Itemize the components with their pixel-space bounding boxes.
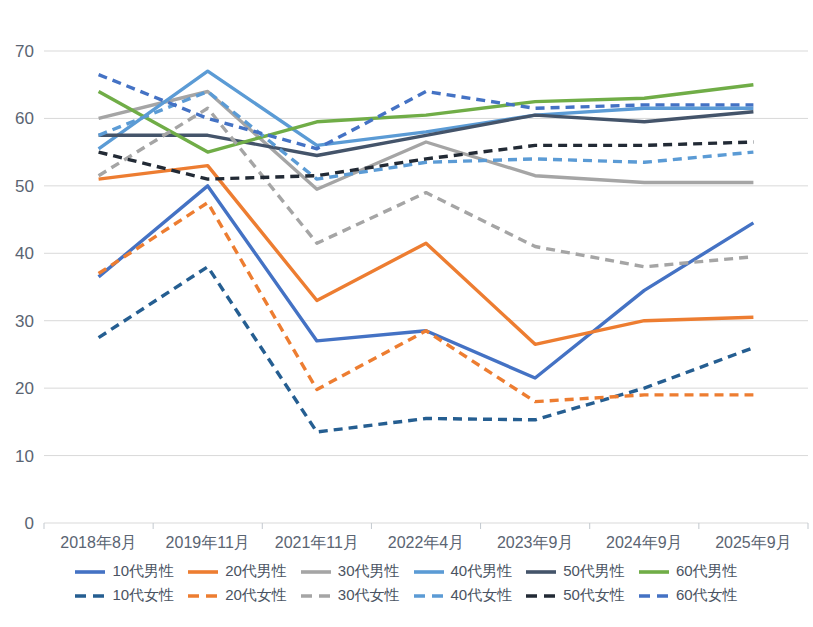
y-axis-tick-label: 50 [15,177,34,196]
x-axis-category-label: 2018年8月 [60,534,137,551]
legend-item-50代女性: 50代女性 [526,586,625,605]
series-line-40代男性 [99,71,754,149]
legend-item-20代女性: 20代女性 [188,586,287,605]
legend-item-10代女性: 10代女性 [75,586,174,605]
legend-swatch-dashed-line-icon [414,593,444,599]
series-line-10代男性 [99,186,754,378]
chart-legend: 10代男性 20代男性 30代男性 40代男性 50代男性 60代男性 10代女性 20代女… [0,562,813,605]
y-axis-tick-label: 30 [15,312,34,331]
legend-label: 60代男性 [676,562,738,581]
legend-label: 60代女性 [676,586,738,605]
y-axis-tick-label: 20 [15,379,34,398]
x-axis-category-label: 2019年11月 [166,534,250,551]
series-line-30代男性 [99,92,754,190]
legend-item-30代女性: 30代女性 [301,586,400,605]
legend-item-60代女性: 60代女性 [639,586,738,605]
legend-label: 30代男性 [338,562,400,581]
y-axis-tick-label: 0 [25,514,34,533]
legend-swatch-dashed-line-icon [526,593,556,599]
y-axis-tick-label: 40 [15,244,34,263]
legend-swatch-solid-line-icon [526,569,556,575]
legend-item-20代男性: 20代男性 [188,562,287,581]
legend-swatch-dashed-line-icon [75,593,105,599]
legend-swatch-solid-line-icon [75,569,105,575]
legend-label: 20代女性 [225,586,287,605]
legend-item-40代女性: 40代女性 [414,586,513,605]
legend-item-60代男性: 60代男性 [639,562,738,581]
series-line-10代女性 [99,267,754,432]
legend-row-women: 10代女性 20代女性 30代女性 40代女性 50代女性 60代女性 [0,586,813,605]
legend-item-40代男性: 40代男性 [414,562,513,581]
legend-label: 50代女性 [563,586,625,605]
series-line-20代女性 [99,203,754,402]
chart-container: 0 10 20 30 40 50 60 70 2018年8月 2019年11月 2021年11月 20… [0,0,813,627]
legend-item-50代男性: 50代男性 [526,562,625,581]
y-axis-tick-label: 60 [15,109,34,128]
legend-label: 30代女性 [338,586,400,605]
legend-row-men: 10代男性 20代男性 30代男性 40代男性 50代男性 60代男性 [0,562,813,581]
legend-swatch-solid-line-icon [301,569,331,575]
legend-label: 20代男性 [225,562,287,581]
legend-label: 10代男性 [112,562,174,581]
legend-item-30代男性: 30代男性 [301,562,400,581]
legend-label: 10代女性 [112,586,174,605]
legend-swatch-dashed-line-icon [639,593,669,599]
legend-swatch-dashed-line-icon [301,593,331,599]
legend-swatch-dashed-line-icon [188,593,218,599]
legend-label: 50代男性 [563,562,625,581]
legend-swatch-solid-line-icon [414,569,444,575]
legend-swatch-solid-line-icon [639,569,669,575]
y-axis-tick-label: 10 [15,447,34,466]
legend-item-10代男性: 10代男性 [75,562,174,581]
x-axis-category-label: 2023年9月 [497,534,574,551]
x-axis-category-label: 2022年4月 [388,534,465,551]
y-axis-tick-label: 70 [15,42,34,61]
legend-label: 40代女性 [451,586,513,605]
x-axis-category-label: 2021年11月 [275,534,359,551]
x-axis-category-label: 2025年9月 [715,534,792,551]
line-chart: 0 10 20 30 40 50 60 70 2018年8月 2019年11月 2021年11月 20… [0,0,813,560]
legend-swatch-solid-line-icon [188,569,218,575]
legend-label: 40代男性 [451,562,513,581]
series-line-60代女性 [99,75,754,149]
x-axis-category-label: 2024年9月 [606,534,683,551]
